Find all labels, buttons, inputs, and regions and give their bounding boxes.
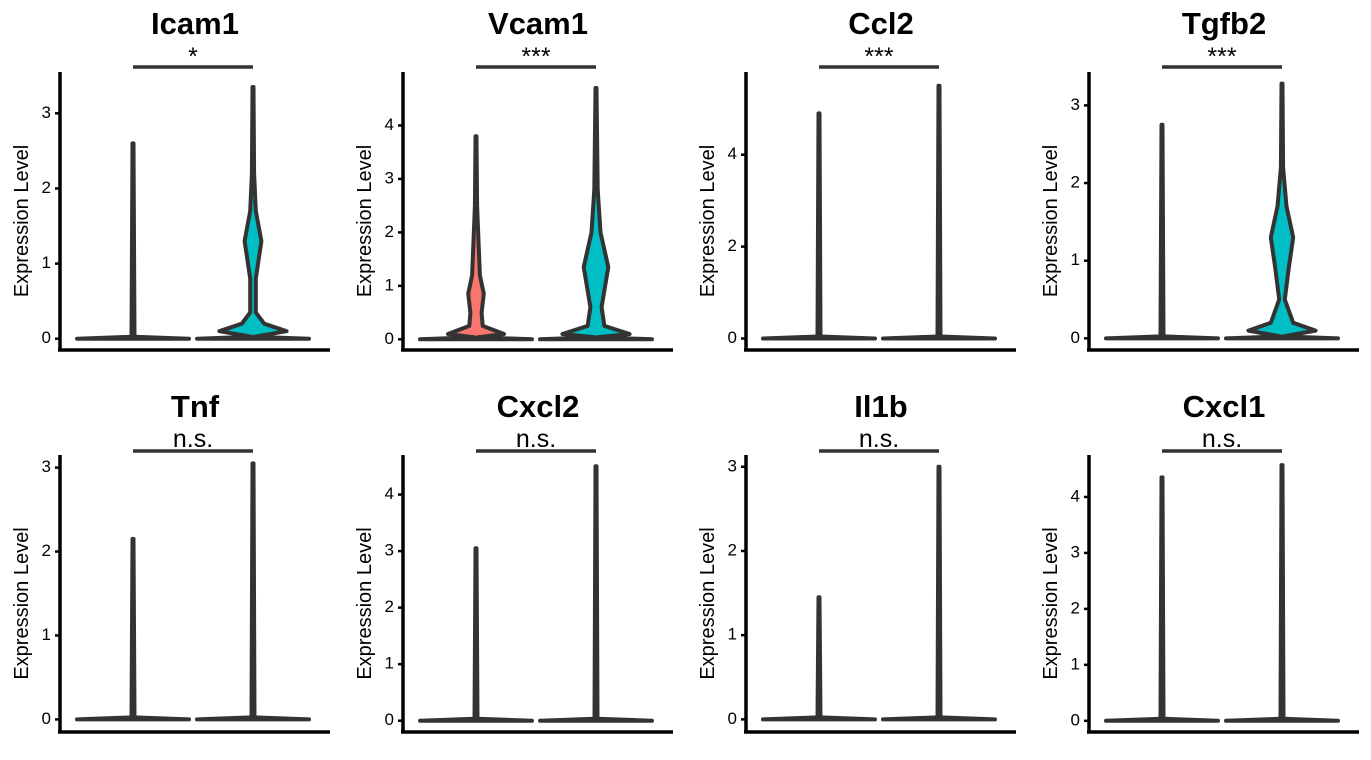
y-tick-label: 3 <box>1071 542 1080 561</box>
y-tick-label: 0 <box>1071 328 1080 347</box>
panel-title: Cxcl2 <box>497 389 580 424</box>
y-tick-label: 2 <box>42 178 51 197</box>
violin <box>1104 475 1220 723</box>
panel-title: Cxcl1 <box>1183 389 1266 424</box>
y-tick-label: 4 <box>385 484 394 503</box>
panel: Cxcl2 Expression Level 0 1 2 3 4 n.s. <box>354 389 673 734</box>
y-tick-label: 2 <box>1071 598 1080 617</box>
y-tick-label: 2 <box>728 236 737 255</box>
y-axis-label: Expression Level <box>697 145 719 297</box>
y-tick-label: 0 <box>42 709 51 728</box>
panel-title: Tgfb2 <box>1182 6 1266 41</box>
panel-title: Tnf <box>171 389 220 424</box>
y-axis-label: Expression Level <box>1040 527 1062 679</box>
y-tick-label: 1 <box>385 275 394 294</box>
y-tick-label: 4 <box>1071 486 1080 505</box>
violin <box>1224 81 1340 341</box>
panel-title: Vcam1 <box>488 6 588 41</box>
panel-title: Icam1 <box>151 6 239 41</box>
y-axis-label: Expression Level <box>1040 145 1062 297</box>
panel-title: Il1b <box>854 389 907 424</box>
y-tick-label: 0 <box>1071 710 1080 729</box>
y-axis-label: Expression Level <box>697 527 719 679</box>
significance-label: n.s. <box>173 425 213 453</box>
y-axis-label: Expression Level <box>354 527 376 679</box>
significance-label: *** <box>521 43 550 71</box>
violin <box>1224 463 1340 723</box>
y-tick-label: 1 <box>42 625 51 644</box>
significance-label: n.s. <box>1202 425 1242 453</box>
y-axis-label: Expression Level <box>354 145 376 297</box>
panel: Vcam1 Expression Level 0 1 2 3 4 *** <box>354 6 673 352</box>
violin <box>195 461 311 722</box>
violin <box>538 86 654 342</box>
y-tick-label: 3 <box>42 457 51 476</box>
y-tick-label: 1 <box>1071 250 1080 269</box>
y-axis-label: Expression Level <box>11 527 33 679</box>
y-tick-label: 2 <box>42 541 51 560</box>
violin <box>1104 122 1220 341</box>
panel: Il1b Expression Level 0 1 2 3 n.s. <box>697 389 1016 734</box>
significance-label: * <box>188 43 198 71</box>
y-tick-label: 3 <box>385 168 394 187</box>
panel-title: Ccl2 <box>848 6 913 41</box>
y-tick-label: 3 <box>42 103 51 122</box>
y-tick-label: 1 <box>728 625 737 644</box>
panel: Icam1 Expression Level 0 1 2 3 * <box>11 6 330 352</box>
violin <box>418 134 534 342</box>
y-tick-label: 0 <box>728 709 737 728</box>
panel: Tgfb2 Expression Level 0 1 2 3 *** <box>1040 6 1359 352</box>
y-tick-label: 4 <box>385 115 394 134</box>
y-tick-label: 0 <box>385 710 394 729</box>
violin <box>418 546 534 723</box>
y-tick-label: 1 <box>42 253 51 272</box>
y-tick-label: 3 <box>385 541 394 560</box>
y-tick-label: 3 <box>1071 95 1080 114</box>
y-tick-label: 1 <box>1071 654 1080 673</box>
violin <box>881 464 997 722</box>
violin <box>75 536 191 722</box>
y-tick-label: 0 <box>728 328 737 347</box>
y-tick-label: 4 <box>728 144 737 163</box>
violin <box>761 595 877 722</box>
violin <box>195 85 311 341</box>
significance-label: *** <box>1207 43 1236 71</box>
y-tick-label: 3 <box>728 456 737 475</box>
violin <box>761 111 877 341</box>
violin <box>538 464 654 723</box>
significance-label: n.s. <box>516 425 556 453</box>
violin <box>75 141 191 341</box>
violin <box>881 83 997 341</box>
significance-label: n.s. <box>859 425 899 453</box>
y-tick-label: 2 <box>728 540 737 559</box>
y-tick-label: 0 <box>385 329 394 348</box>
panel: Tnf Expression Level 0 1 2 3 n.s. <box>11 389 330 734</box>
significance-label: *** <box>864 43 893 71</box>
y-tick-label: 1 <box>385 654 394 673</box>
panel: Ccl2 Expression Level 0 2 4 *** <box>697 6 1016 352</box>
y-axis-label: Expression Level <box>11 145 33 297</box>
y-tick-label: 0 <box>42 328 51 347</box>
panel: Cxcl1 Expression Level 0 1 2 3 4 n.s. <box>1040 389 1359 734</box>
y-tick-label: 2 <box>385 222 394 241</box>
y-tick-label: 2 <box>1071 173 1080 192</box>
y-tick-label: 2 <box>385 597 394 616</box>
